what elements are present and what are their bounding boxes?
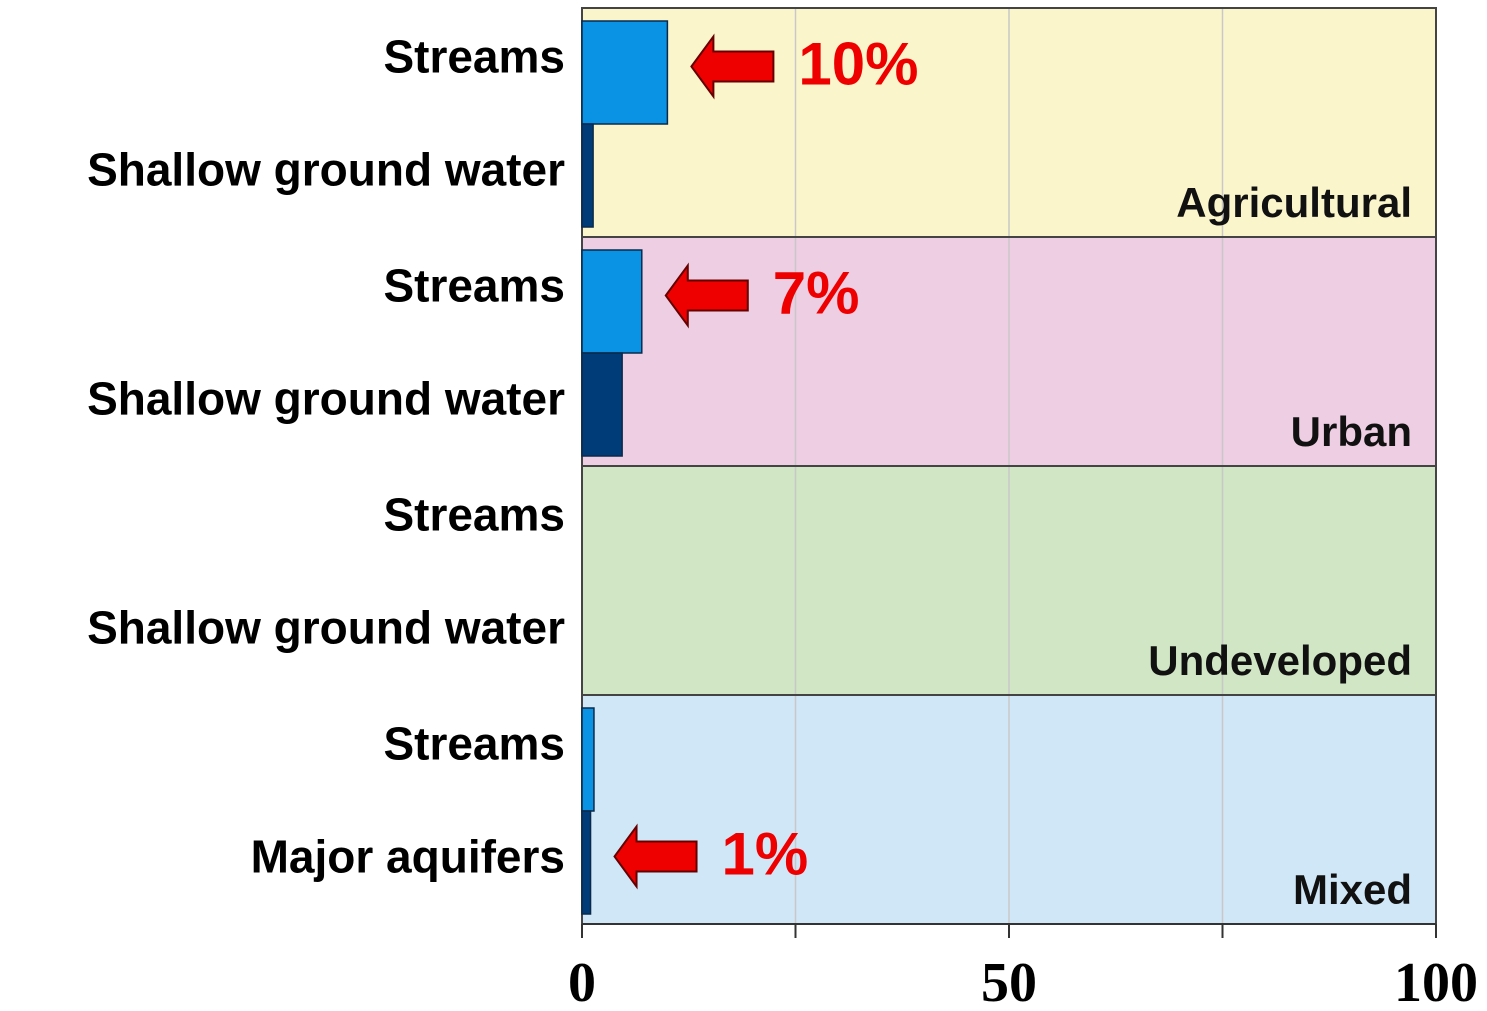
arrow <box>690 33 775 100</box>
bar <box>581 20 669 125</box>
bar <box>581 352 623 457</box>
bar <box>581 123 594 228</box>
value-label: 10% <box>798 30 918 97</box>
x-tick-label: 50 <box>981 952 1037 1011</box>
x-tick-label: 100 <box>1394 952 1478 1011</box>
arrow <box>613 823 698 890</box>
category-label: Shallow ground water <box>87 373 565 425</box>
category-label: Streams <box>383 31 565 83</box>
category-label: Shallow ground water <box>87 144 565 196</box>
bar <box>581 707 595 812</box>
value-label: 7% <box>773 259 860 326</box>
category-label: Streams <box>383 260 565 312</box>
group-label: Mixed <box>1293 866 1412 913</box>
category-label: Streams <box>383 718 565 770</box>
group-label: Agricultural <box>1176 179 1412 226</box>
group-label: Urban <box>1291 408 1412 455</box>
bar <box>581 810 592 915</box>
category-label: Major aquifers <box>251 831 565 883</box>
arrow <box>664 262 749 329</box>
bar <box>581 249 643 354</box>
category-label: Shallow ground water <box>87 602 565 654</box>
category-label: Streams <box>383 489 565 541</box>
group-label: Undeveloped <box>1148 637 1412 684</box>
value-label: 1% <box>722 820 809 887</box>
x-tick-label: 0 <box>568 952 596 1011</box>
